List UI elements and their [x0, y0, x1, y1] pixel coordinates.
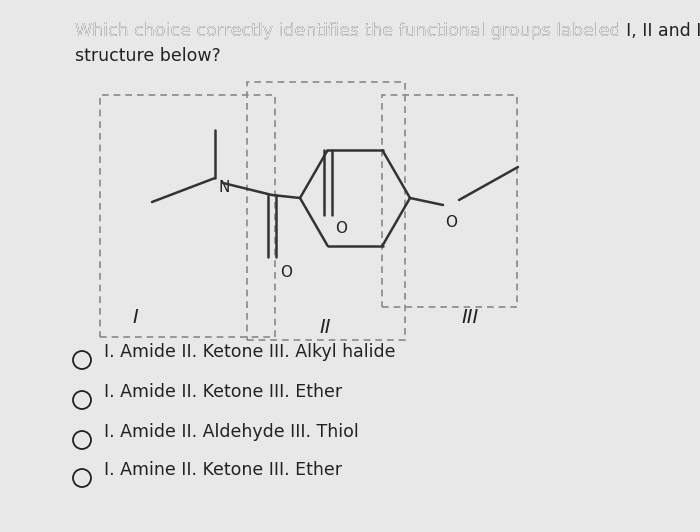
Text: I. Amide II. Aldehyde III. Thiol: I. Amide II. Aldehyde III. Thiol — [104, 423, 358, 441]
Text: I. Amine II. Ketone III. Ether: I. Amine II. Ketone III. Ether — [104, 461, 342, 479]
Bar — [100, 95, 275, 337]
Text: I: I — [132, 308, 138, 327]
Text: O: O — [280, 265, 292, 280]
Text: Which choice correctly identifies the functional groups labeled: Which choice correctly identifies the fu… — [75, 22, 626, 40]
Text: O: O — [335, 221, 347, 236]
Text: I. Amide II. Ketone III. Ether: I. Amide II. Ketone III. Ether — [104, 383, 342, 401]
Bar — [247, 82, 405, 340]
Bar — [382, 95, 517, 307]
Text: III: III — [461, 308, 479, 327]
Text: I. Amide II. Ketone III. Alkyl halide: I. Amide II. Ketone III. Alkyl halide — [104, 343, 395, 361]
Text: II: II — [319, 318, 330, 337]
Text: Which choice correctly identifies the functional groups labeled I, II and III in: Which choice correctly identifies the fu… — [75, 22, 700, 40]
Text: N: N — [218, 180, 230, 195]
Text: structure below?: structure below? — [75, 47, 220, 65]
Text: O: O — [445, 215, 457, 230]
